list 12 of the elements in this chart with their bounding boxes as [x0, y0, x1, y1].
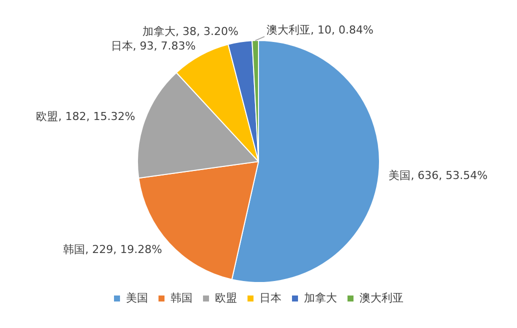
legend-label: 美国 [126, 291, 148, 304]
legend-label: 日本 [260, 291, 282, 304]
legend-label: 欧盟 [215, 291, 237, 304]
data-label: 加拿大, 38, 3.20% [142, 24, 238, 38]
data-label: 日本, 93, 7.83% [110, 39, 196, 52]
legend-label: 加拿大 [304, 291, 337, 304]
data-label: 澳大利亚, 10, 0.84% [266, 23, 374, 36]
data-label: 美国, 636, 53.54% [388, 168, 488, 182]
legend-label: 澳大利亚 [360, 291, 404, 304]
data-label: 欧盟, 182, 15.32% [36, 110, 136, 124]
legend-label: 韩国 [170, 291, 192, 304]
data-label: 韩国, 229, 19.28% [63, 242, 162, 256]
